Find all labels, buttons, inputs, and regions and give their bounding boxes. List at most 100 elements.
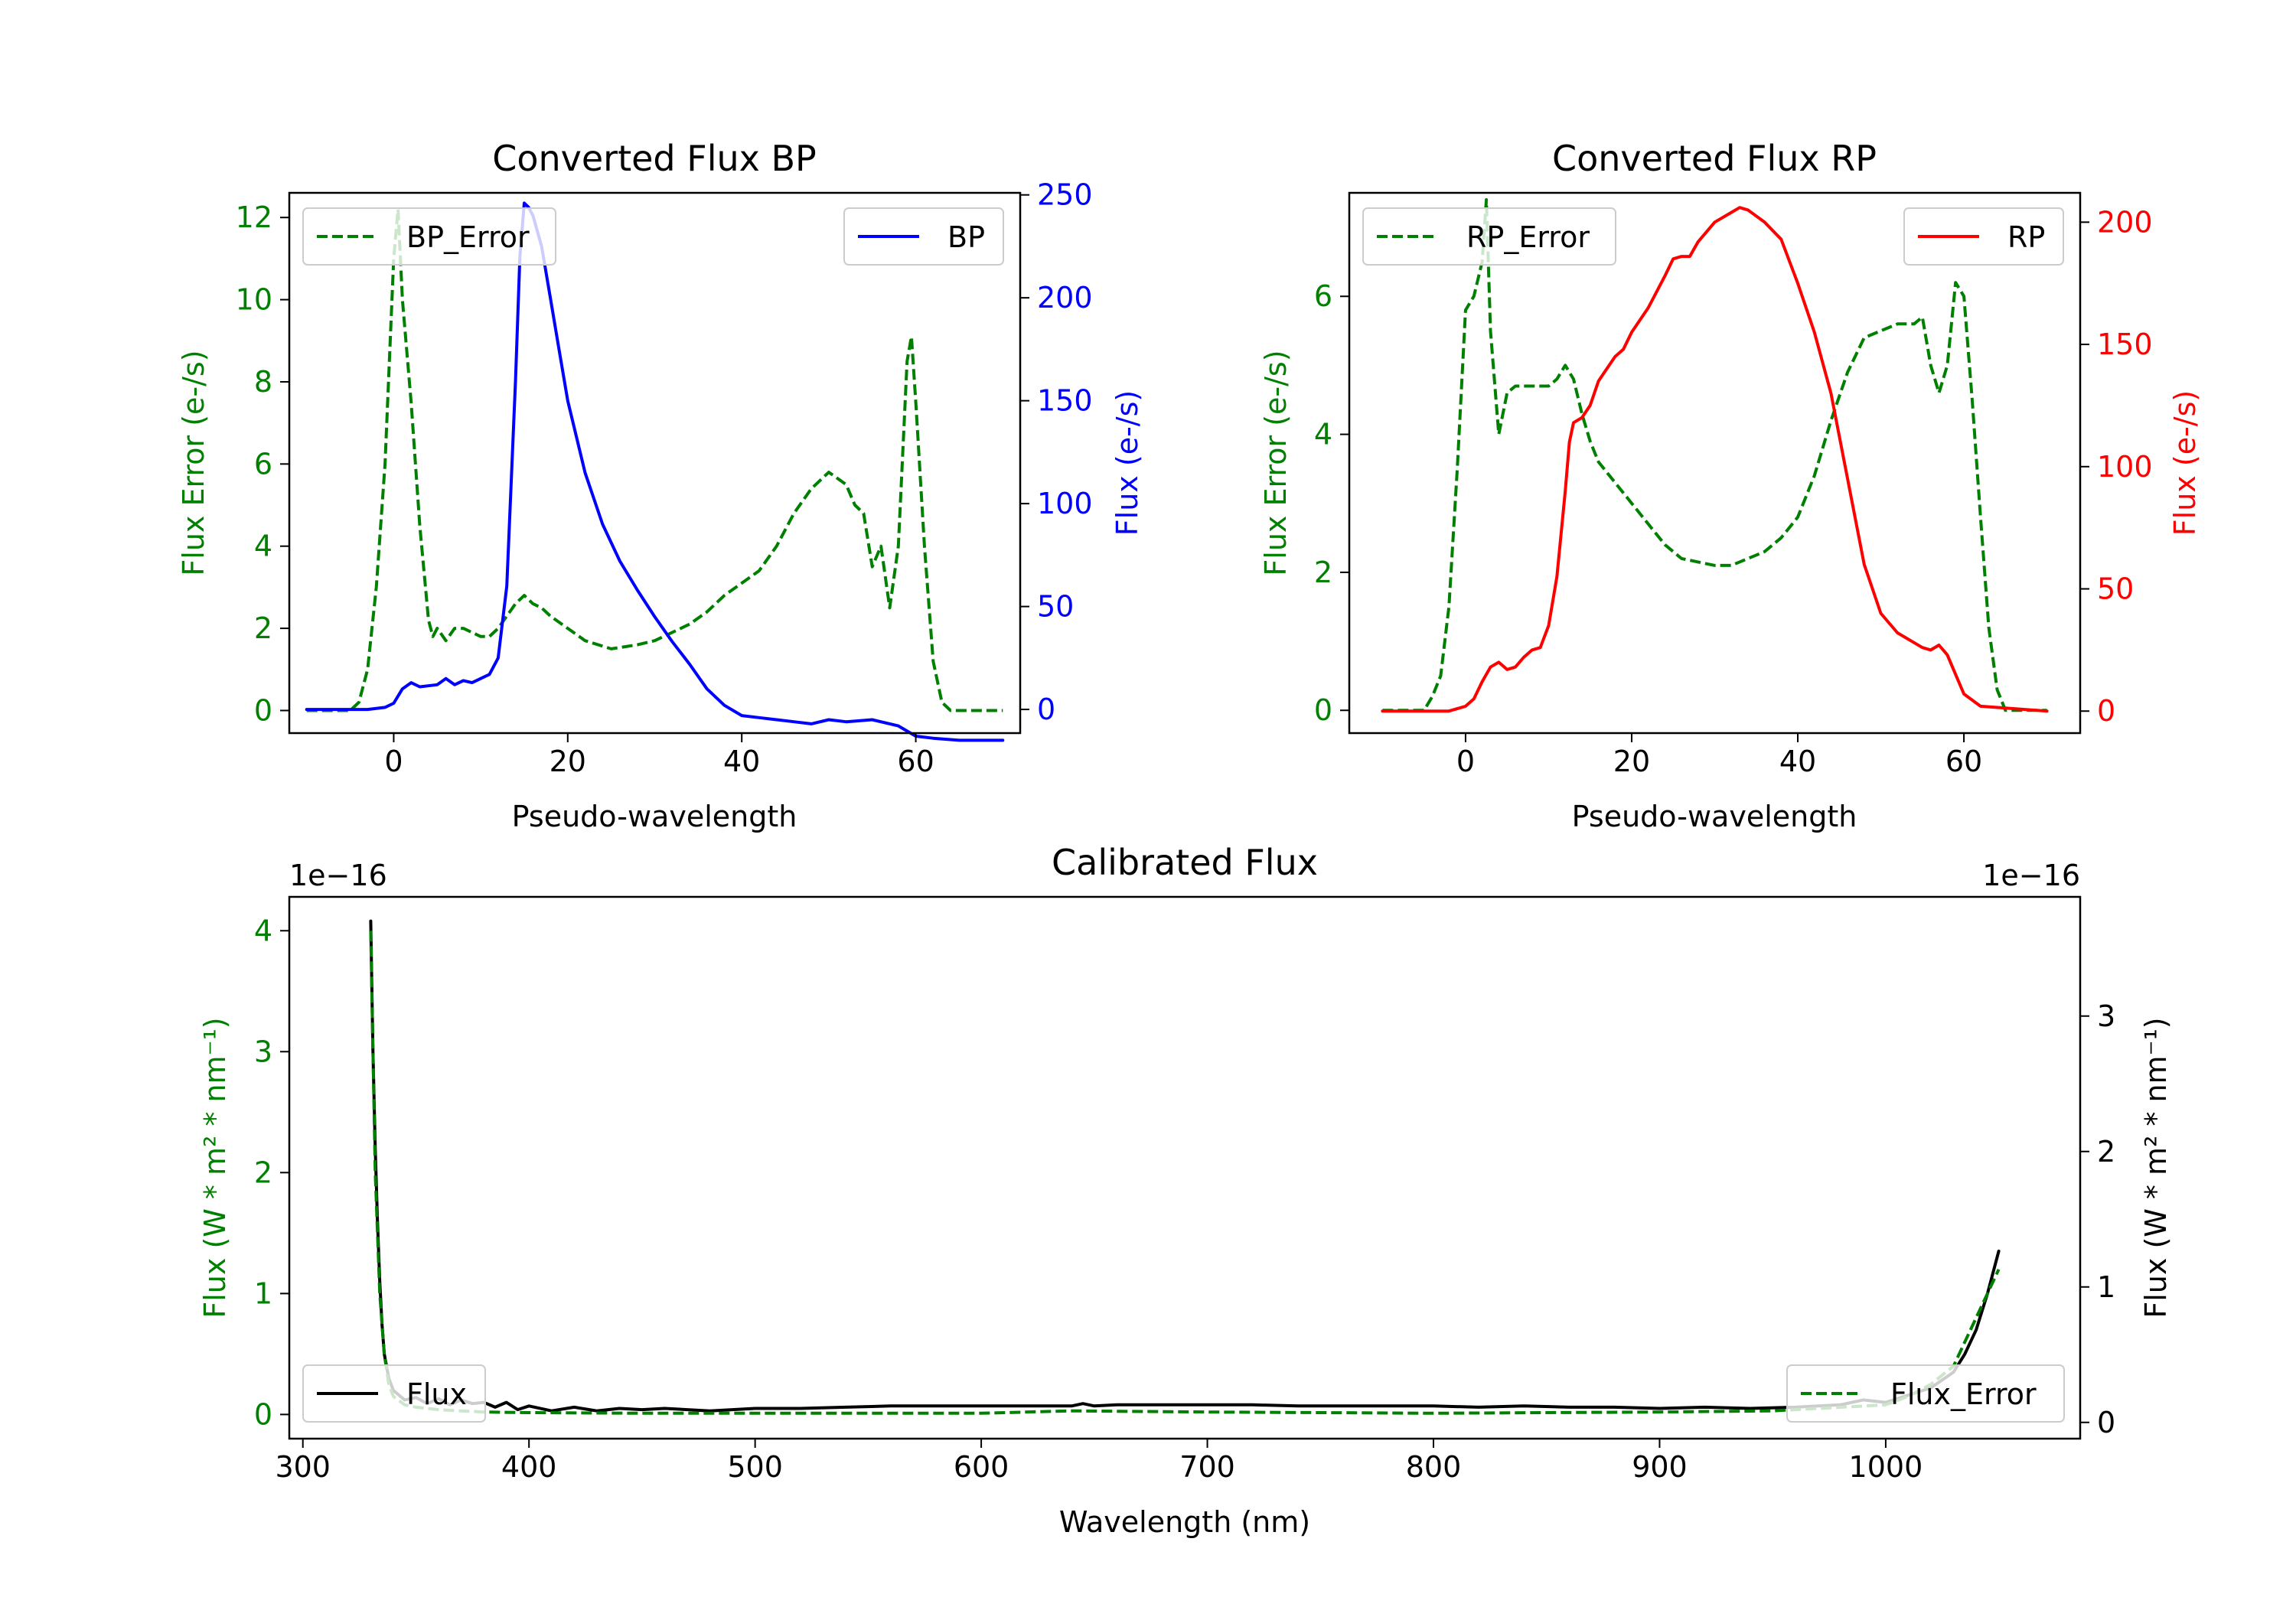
rp-series-rp-error [1382,198,2047,712]
y-left-tick-label: 2 [254,1156,272,1189]
bp-right-ticks: 0 50 100 150 200 250 [1020,178,1093,726]
bp-legend-right-label: BP [947,220,985,254]
y-left-tick-label: 3 [254,1035,272,1068]
y-right-tick-label: 1 [2097,1270,2115,1304]
cal-legend-right-box [1786,1364,2065,1423]
cal-axes-frame [288,895,2082,1440]
x-tick-label: 0 [384,745,403,778]
cal-right-ticks: 0 1 2 3 [2080,999,2115,1439]
y-left-tick-label: 8 [254,365,272,399]
y-right-tick-label: 50 [1037,590,1074,624]
bp-series-bp-error [306,207,1003,712]
x-tick-label: 20 [1613,745,1650,778]
y-right-tick-label: 0 [1037,693,1055,726]
bp-legend-right-box [843,207,1004,266]
rp-axes-frame [1348,191,2082,735]
y-left-tick-label: 0 [1314,693,1332,727]
y-right-tick-label: 0 [2097,1406,2115,1439]
rp-plot-area [1381,198,2049,713]
y-right-tick-label: 200 [2097,205,2153,239]
rp-legend-left-label: RP_Error [1466,220,1590,254]
bp-legend-left-box [302,207,556,266]
rp-x-ticks: 0 20 40 60 [1456,733,1982,778]
x-tick-label: 60 [897,745,934,778]
y-left-tick-label: 4 [254,914,272,947]
x-tick-label: 900 [1632,1450,1688,1484]
x-tick-label: 1000 [1849,1450,1923,1484]
cal-left-ticks: 0 1 2 3 4 [254,914,289,1431]
x-tick-label: 800 [1406,1450,1462,1484]
bp-x-axis-label: Pseudo-wavelength [512,800,797,833]
x-tick-label: 300 [275,1450,331,1484]
rp-legend-right: RP [1903,207,2064,266]
bp-left-ticks: 0 2 4 6 8 10 12 [236,200,289,727]
rp-legend-left: RP_Error [1362,207,1616,266]
panel-bp: Converted Flux BP 0 20 40 60 0 2 4 6 8 10 12 0 50 1… [177,138,1144,833]
cal-x-ticks: 300 400 500 600 700 800 900 1000 [275,1439,1923,1484]
y-right-tick-label: 150 [2097,328,2153,361]
x-tick-label: 500 [727,1450,783,1484]
rp-series-rp [1381,206,2049,713]
cal-legend-left-label: Flux [406,1377,467,1411]
bp-x-ticks: 0 20 40 60 [384,733,934,778]
rp-right-ticks: 0 50 100 150 200 [2080,205,2153,728]
cal-left-offset-label: 1e−16 [289,859,387,892]
y-right-tick-label: 200 [1037,281,1093,315]
cal-left-axis-label: Flux (W * m² * nm⁻¹) [198,1017,232,1318]
y-left-tick-label: 12 [236,200,272,234]
x-tick-label: 600 [954,1450,1009,1484]
x-tick-label: 700 [1179,1450,1235,1484]
x-tick-label: 0 [1456,745,1475,778]
y-right-tick-label: 100 [2097,450,2153,484]
y-right-tick-label: 150 [1037,384,1093,418]
bp-left-axis-label: Flux Error (e-/s) [177,350,210,575]
x-tick-label: 60 [1945,745,1982,778]
y-right-tick-label: 3 [2097,999,2115,1033]
y-left-tick-label: 6 [254,447,272,481]
y-left-tick-label: 1 [254,1276,272,1310]
x-tick-label: 40 [723,745,760,778]
x-tick-label: 400 [501,1450,557,1484]
cal-legend-left: Flux [302,1364,486,1423]
rp-legend-right-box [1903,207,2064,266]
y-left-tick-label: 2 [254,611,272,645]
y-left-tick-label: 6 [1314,279,1332,313]
y-left-tick-label: 10 [236,283,272,317]
x-tick-label: 20 [550,745,586,778]
bp-series-bp [305,201,1005,742]
y-right-tick-label: 100 [1037,487,1093,520]
panel-cal-title: Calibrated Flux [1052,842,1318,883]
bp-legend-left-label: BP_Error [406,220,530,254]
y-left-tick-label: 4 [1314,418,1332,451]
cal-legend-right: Flux_Error [1786,1364,2065,1423]
bp-legend-left: BP_Error [302,207,556,266]
rp-legend-right-label: RP [2007,220,2045,254]
y-left-tick-label: 4 [254,530,272,563]
y-left-tick-label: 0 [254,693,272,727]
cal-right-offset-label: 1e−16 [1982,859,2080,892]
rp-x-axis-label: Pseudo-wavelength [1572,800,1857,833]
bp-plot-area [305,201,1005,742]
y-right-tick-label: 50 [2097,572,2134,606]
y-right-tick-label: 0 [2097,694,2115,728]
cal-x-axis-label: Wavelength (nm) [1059,1505,1310,1539]
y-left-tick-label: 0 [254,1397,272,1431]
y-right-tick-label: 2 [2097,1135,2115,1169]
cal-right-axis-label: Flux (W * m² * nm⁻¹) [2139,1017,2173,1318]
panel-rp: Converted Flux RP 0 20 40 60 0 2 4 6 0 50 100 150… [1259,138,2202,833]
bp-right-axis-label: Flux (e-/s) [1110,390,1144,536]
y-right-tick-label: 250 [1037,178,1093,212]
cal-legend-left-box [302,1364,486,1423]
y-left-tick-label: 2 [1314,556,1332,589]
panel-bp-title: Converted Flux BP [492,138,817,179]
panel-cal: Calibrated Flux 1e−16 1e−16 300 400 500 600… [198,842,2173,1539]
x-tick-label: 40 [1779,745,1816,778]
rp-left-ticks: 0 2 4 6 [1314,279,1349,727]
rp-legend-left-box [1362,207,1616,266]
rp-right-axis-label: Flux (e-/s) [2168,390,2202,536]
rp-left-axis-label: Flux Error (e-/s) [1259,350,1293,575]
bp-legend-right: BP [843,207,1004,266]
cal-legend-right-label: Flux_Error [1890,1377,2037,1411]
bp-axes-frame [288,191,1022,735]
